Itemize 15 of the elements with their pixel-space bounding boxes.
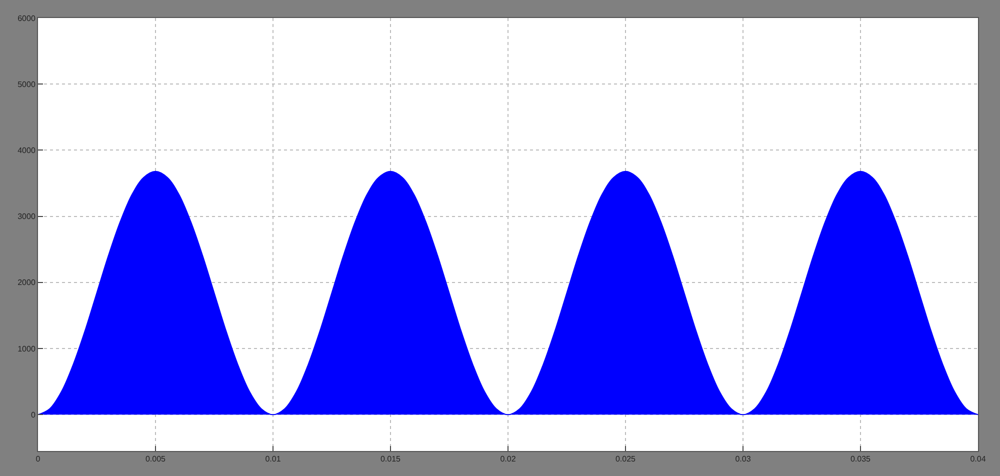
y-tick-label: 2000: [18, 278, 36, 288]
x-tick-label: 0.02: [500, 454, 516, 464]
y-tick-label: 5000: [18, 80, 36, 89]
x-tick-label: 0.03: [735, 454, 752, 464]
x-tick-label: 0.005: [145, 454, 166, 464]
y-tick-label: 1000: [18, 344, 36, 354]
x-tick-label: 0.035: [850, 454, 872, 464]
x-tick-label: 0.01: [265, 454, 282, 464]
y-tick-label: 0: [30, 410, 36, 420]
x-tick-label: 0.04: [970, 454, 986, 464]
x-tick-label: 0.015: [380, 454, 402, 464]
y-tick-label: 4000: [18, 146, 36, 156]
y-tick-label: 3000: [18, 212, 36, 222]
x-tick-label: 0.025: [615, 454, 636, 464]
y-tick-label: 6000: [18, 14, 36, 23]
